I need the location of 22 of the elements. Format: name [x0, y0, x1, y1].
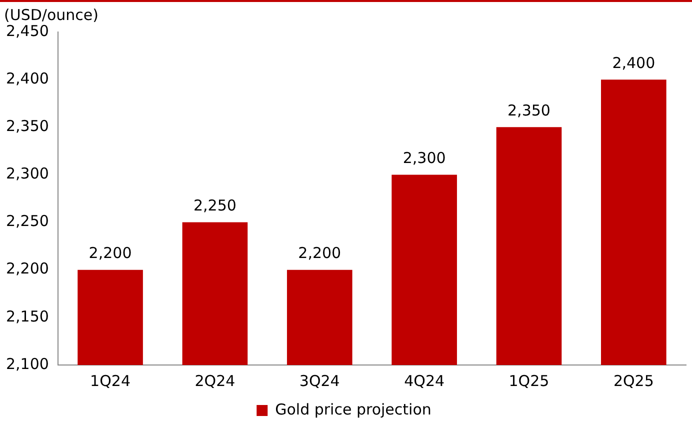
- y-axis-title: (USD/ounce): [4, 6, 98, 24]
- data-label: 2,400: [612, 54, 656, 72]
- x-tick-label: 2Q25: [613, 372, 654, 390]
- legend-label: Gold price projection: [275, 400, 432, 418]
- data-label: 2,200: [298, 244, 342, 262]
- y-tick-label: 2,350: [6, 117, 49, 136]
- x-tick-label: 3Q24: [299, 372, 340, 390]
- y-tick-label: 2,450: [6, 22, 49, 40]
- y-tick-label: 2,150: [6, 307, 49, 326]
- x-tick-label: 4Q24: [404, 372, 445, 390]
- y-tick-label: 2,200: [6, 260, 49, 278]
- y-tick-label: 2,250: [6, 212, 49, 230]
- x-tick-label: 2Q24: [194, 372, 236, 390]
- data-label: 2,300: [402, 149, 446, 168]
- x-tick-label: 1Q24: [90, 372, 130, 390]
- y-tick-label: 2,100: [6, 354, 49, 373]
- y-tick-label: 2,400: [6, 69, 49, 88]
- data-label: 2,350: [508, 102, 550, 120]
- data-label: 2,250: [193, 196, 236, 215]
- y-tick-label: 2,300: [6, 164, 49, 183]
- data-label: 2,200: [88, 244, 132, 262]
- x-tick-label: 1Q25: [508, 372, 550, 390]
